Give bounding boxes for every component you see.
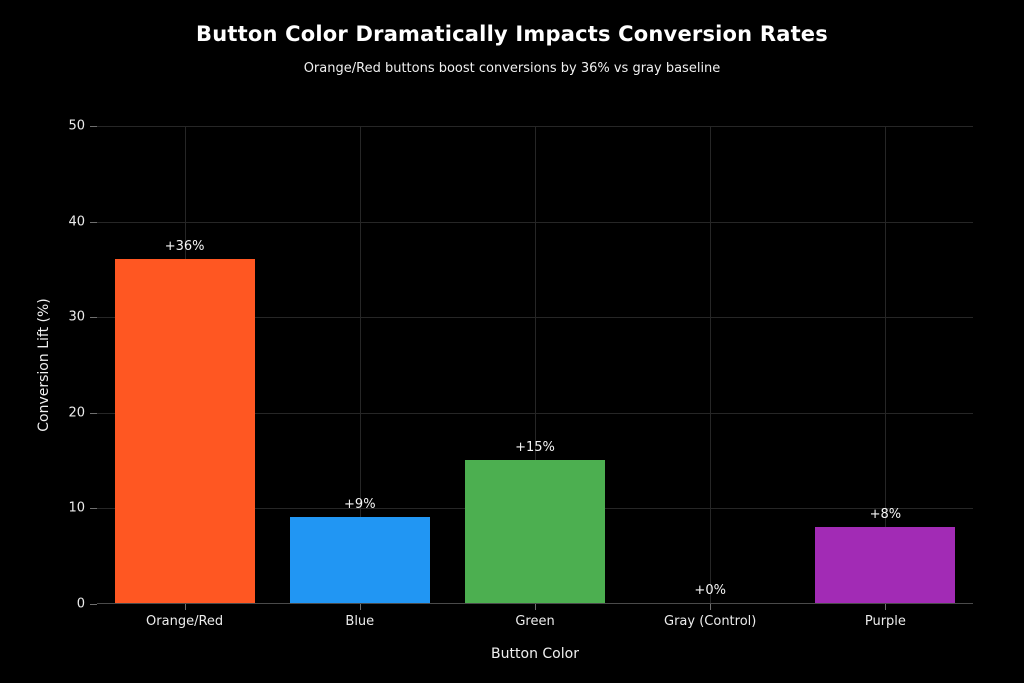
- x-tick-mark: [710, 604, 712, 610]
- x-tick-label-gray-control: Gray (Control): [664, 614, 757, 629]
- y-tick-label: 20: [68, 405, 85, 421]
- y-tick-label: 10: [68, 500, 85, 516]
- chart-subtitle: Orange/Red buttons boost conversions by …: [303, 61, 721, 76]
- bar-value-label-green: +15%: [515, 439, 555, 455]
- bar-value-label-orange-red: +36%: [164, 238, 205, 254]
- y-tick-mark: [90, 317, 97, 319]
- x-tick-mark: [184, 604, 186, 610]
- plot-area: +36% +9% +15% +0% +8%: [97, 126, 973, 604]
- gridline-vertical: [885, 126, 887, 603]
- y-tick-mark: [90, 221, 97, 223]
- gridline-vertical: [710, 126, 712, 603]
- x-tick-label-blue: Blue: [345, 614, 375, 629]
- y-tick-mark: [90, 508, 97, 510]
- x-tick-mark: [885, 604, 887, 610]
- x-axis-title: Button Color: [491, 646, 579, 662]
- bar-value-label-purple: +8%: [869, 506, 902, 522]
- bar-orange-red: [114, 258, 255, 603]
- bar-purple: [815, 526, 956, 603]
- y-tick-mark: [90, 412, 97, 414]
- x-tick-label-purple: Purple: [864, 614, 906, 629]
- y-tick-label: 0: [76, 596, 85, 612]
- x-tick-mark: [535, 604, 536, 610]
- chart-title: Button Color Dramatically Impacts Conver…: [196, 22, 828, 46]
- y-tick-mark: [90, 126, 97, 127]
- y-tick-label: 50: [68, 118, 85, 134]
- gridline-vertical: [359, 126, 361, 603]
- x-tick-mark: [359, 604, 361, 610]
- y-tick-label: 40: [68, 214, 85, 230]
- bar-blue: [289, 516, 430, 603]
- x-tick-label-orange-red: Orange/Red: [146, 614, 224, 629]
- x-tick-label-green: Green: [515, 614, 555, 629]
- y-tick-label: 30: [68, 309, 85, 325]
- bar-value-label-blue: +9%: [344, 496, 376, 512]
- y-tick-mark: [90, 604, 97, 605]
- bar-value-label-gray-control: +0%: [694, 583, 726, 598]
- y-axis-title: Conversion Lift (%): [36, 298, 52, 432]
- gridline-vertical: [535, 126, 536, 603]
- bar-green: [464, 459, 606, 603]
